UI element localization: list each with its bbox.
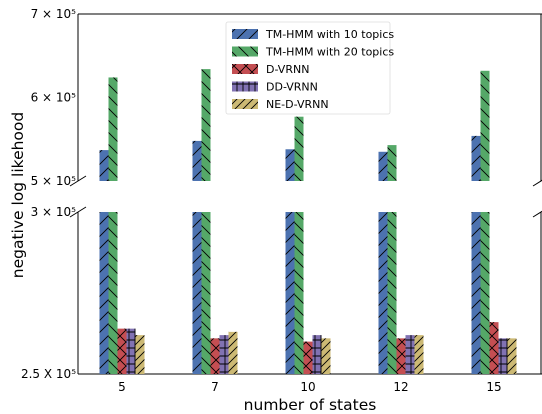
bar-tm-hmm-with-20-topics-7-upper-hatch (201, 69, 211, 181)
x-tick-label: 15 (486, 380, 501, 394)
bar-tm-hmm-with-20-topics-15-lower-hatch (480, 212, 490, 374)
legend-swatch-hatch (232, 81, 258, 92)
legend-frame (225, 21, 391, 115)
bar-tm-hmm-with-20-topics-10-upper-hatch (294, 116, 304, 181)
bar-tm-hmm-with-10-topics-15-lower-hatch (471, 212, 481, 374)
x-tick-label: 7 (211, 380, 219, 394)
lower-bars (99, 212, 517, 374)
upper-y-tick-label: 6 × 10⁵ (31, 91, 77, 105)
x-axis-title: number of states (244, 396, 377, 414)
bar-d-vrnn-15-lower-hatch (489, 322, 499, 374)
upper-y-tick-label: 7 × 10⁵ (31, 7, 77, 21)
bar-tm-hmm-with-10-topics-7-upper-hatch (192, 140, 202, 181)
bar-tm-hmm-with-10-topics-10-upper-hatch (285, 149, 295, 181)
bar-dd-vrnn-12-lower-hatch (405, 335, 415, 374)
break-mark-upper-right (532, 179, 542, 187)
y-axis-title: negative log likehood (9, 112, 27, 278)
bar-tm-hmm-with-20-topics-10-lower-hatch (294, 212, 304, 374)
bar-dd-vrnn-10-lower-hatch (312, 335, 322, 374)
bar-d-vrnn-5-lower-hatch (117, 328, 127, 374)
bar-tm-hmm-with-10-topics-7-lower-hatch (192, 212, 202, 374)
lower-tick-labels: 2.5 X 10⁵ 3 × 10⁵ (21, 205, 76, 381)
bar-ne-d-vrnn-15-lower-hatch (507, 338, 517, 374)
x-tick-label: 5 (118, 380, 126, 394)
bar-dd-vrnn-7-lower-hatch (219, 335, 229, 374)
legend-entry-label: TM-HMM with 10 topics (265, 28, 394, 41)
bar-tm-hmm-with-10-topics-10-lower-hatch (285, 212, 295, 374)
x-tick-label: 10 (300, 380, 315, 394)
upper-bars (99, 69, 490, 181)
break-mark-upper-left (69, 175, 87, 187)
bar-tm-hmm-with-10-topics-12-lower-hatch (378, 212, 388, 374)
x-tick-labels: 5 7 10 12 15 (118, 380, 501, 394)
upper-y-tick-label: 5 × 10⁵ (31, 174, 77, 188)
bar-tm-hmm-with-20-topics-5-lower-hatch (108, 212, 118, 374)
axis-break-marks (69, 175, 542, 218)
bar-tm-hmm-with-20-topics-12-lower-hatch (387, 212, 397, 374)
bar-ne-d-vrnn-7-lower-hatch (228, 331, 238, 374)
upper-panel: 5 × 10⁵ 6 × 10⁵ 7 × 10⁵ (31, 7, 542, 188)
break-mark-lower-right (532, 210, 542, 218)
legend-entry-label: DD-VRNN (266, 81, 318, 94)
legend: TM-HMM with 10 topics TM-HMM with 20 topi… (225, 21, 394, 115)
bar-d-vrnn-7-lower-hatch (210, 338, 220, 374)
legend-entry-label: D-VRNN (266, 63, 309, 76)
lower-panel: 2.5 X 10⁵ 3 × 10⁵ 5 7 10 12 15 (21, 205, 542, 394)
bar-tm-hmm-with-10-topics-5-lower-hatch (99, 212, 109, 374)
legend-swatch-hatch (232, 46, 258, 57)
upper-tick-labels: 5 × 10⁵ 6 × 10⁵ 7 × 10⁵ (31, 7, 77, 188)
bar-dd-vrnn-5-lower-hatch (126, 328, 136, 374)
legend-entry-label: NE-D-VRNN (266, 98, 329, 111)
bar-tm-hmm-with-20-topics-12-upper-hatch (387, 145, 397, 181)
x-tick-label: 12 (393, 380, 408, 394)
bar-d-vrnn-12-lower-hatch (396, 338, 406, 374)
legend-swatch-hatch (232, 99, 258, 109)
bar-tm-hmm-with-10-topics-15-upper-hatch (471, 135, 481, 181)
legend-swatch-hatch (232, 64, 258, 74)
bar-d-vrnn-10-lower-hatch (303, 341, 313, 374)
lower-y-tick-label: 2.5 X 10⁵ (21, 367, 76, 381)
break-mark-lower-left (69, 206, 87, 218)
bar-ne-d-vrnn-5-lower-hatch (135, 335, 145, 374)
bar-tm-hmm-with-10-topics-12-upper-hatch (378, 151, 388, 181)
legend-entry-label: TM-HMM with 20 topics (265, 46, 394, 59)
bar-ne-d-vrnn-12-lower-hatch (414, 335, 424, 374)
legend-swatch-hatch (232, 29, 258, 39)
bar-tm-hmm-with-20-topics-7-lower-hatch (201, 212, 211, 374)
lower-y-tick-label: 3 × 10⁵ (31, 205, 77, 219)
bar-ne-d-vrnn-10-lower-hatch (321, 338, 331, 374)
bar-tm-hmm-with-20-topics-5-upper-hatch (108, 77, 118, 181)
bar-dd-vrnn-15-lower-hatch (498, 338, 508, 374)
bar-tm-hmm-with-20-topics-15-upper-hatch (480, 70, 490, 181)
bar-tm-hmm-with-10-topics-5-upper-hatch (99, 150, 109, 181)
